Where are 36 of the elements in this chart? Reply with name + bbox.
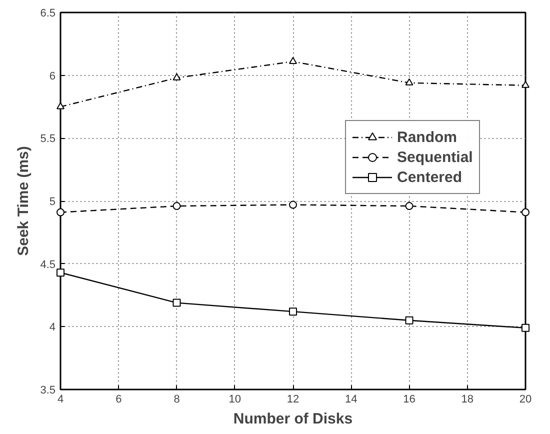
point <box>405 78 414 86</box>
point <box>56 268 64 277</box>
point <box>172 298 181 307</box>
y-tick-label: 5.5 <box>40 133 56 146</box>
y-tick-label: 4 <box>49 322 56 334</box>
x-tick-label: 12 <box>286 394 300 406</box>
point <box>172 73 181 80</box>
point <box>522 324 530 332</box>
x-tick-label: 14 <box>345 394 358 406</box>
x-tick-label: 4 <box>57 394 64 406</box>
point <box>289 56 297 64</box>
x-tick-label: 18 <box>461 394 474 406</box>
x-tick-label: 8 <box>174 394 180 406</box>
legend-label: Centered <box>397 168 462 186</box>
point <box>289 200 297 209</box>
y-tick-label: 5 <box>49 196 56 208</box>
legend-label: Random <box>397 128 457 146</box>
point <box>405 316 414 324</box>
x-tick-label: 10 <box>228 394 242 406</box>
x-tick-label: 16 <box>403 394 416 406</box>
point <box>172 202 181 210</box>
point <box>522 208 530 216</box>
point <box>405 202 414 210</box>
y-tick-label: 6.5 <box>40 8 56 20</box>
point <box>289 308 297 316</box>
y-tick-label: 3.5 <box>40 384 56 396</box>
x-tick-label: 6 <box>116 394 122 406</box>
point <box>522 80 530 88</box>
point <box>56 102 64 110</box>
x-tick-label: 20 <box>519 394 532 406</box>
y-axis-title: Seek Time (ms) <box>15 146 32 256</box>
y-tick-label: 6 <box>49 70 56 82</box>
point <box>56 208 64 216</box>
legend-label: Sequential <box>397 148 473 166</box>
y-tick-label: 4.5 <box>40 258 56 271</box>
x-axis-title: Number of Disks <box>233 410 353 428</box>
